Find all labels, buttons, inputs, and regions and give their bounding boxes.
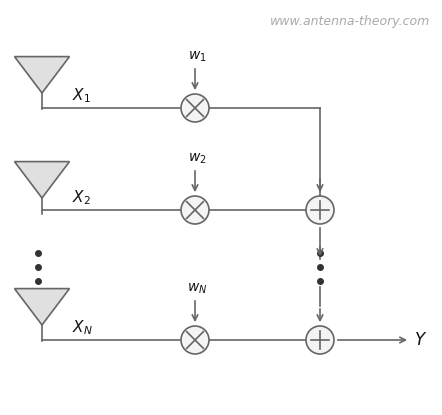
Polygon shape	[15, 56, 69, 93]
Text: $w_1$: $w_1$	[188, 50, 206, 64]
Text: $X_1$: $X_1$	[72, 87, 91, 105]
Circle shape	[181, 94, 209, 122]
Circle shape	[181, 326, 209, 354]
Text: $w_N$: $w_N$	[187, 282, 207, 296]
Text: $w_2$: $w_2$	[188, 151, 206, 166]
Circle shape	[306, 196, 334, 224]
Circle shape	[306, 326, 334, 354]
Text: $X_2$: $X_2$	[72, 189, 91, 208]
Text: $Y$: $Y$	[414, 331, 427, 349]
Text: www.antenna-theory.com: www.antenna-theory.com	[270, 15, 430, 28]
Circle shape	[181, 196, 209, 224]
Polygon shape	[15, 161, 69, 198]
Text: $X_N$: $X_N$	[72, 319, 93, 337]
Polygon shape	[15, 288, 69, 325]
